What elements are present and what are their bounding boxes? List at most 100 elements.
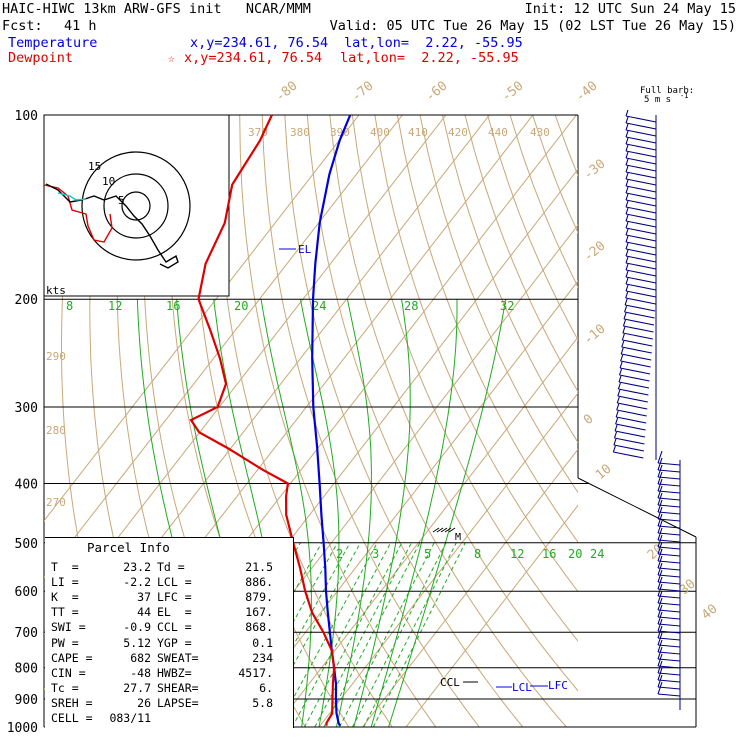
wind-key-line1: Full barb: [640, 86, 695, 96]
wind-barb-staff [619, 367, 651, 375]
wind-barb-flag [625, 235, 629, 243]
wind-barb-staff [625, 115, 657, 123]
parcel-cell: CIN = [51, 665, 86, 680]
wind-barb-staff [625, 276, 657, 284]
wind-barb-staff [613, 444, 645, 452]
wind-barb-flag [619, 361, 623, 369]
wind-barb-flag [657, 464, 663, 478]
wind-barb-staff [657, 588, 681, 592]
parcel-cell: 44 [137, 605, 151, 620]
wind-barb-staff [623, 325, 654, 333]
hodograph-box [43, 114, 230, 297]
parcel-cell: LAPSE= [157, 695, 199, 710]
wind-barb-flag [625, 123, 629, 131]
wind-barb-flag [657, 625, 663, 639]
wind-barb-flag [657, 506, 663, 520]
ccl-label: CCL [440, 676, 460, 689]
theta-e-label: 24 [312, 299, 326, 313]
theta-label: 430 [530, 126, 550, 139]
wind-barb-staff [625, 199, 657, 207]
wind-barb-staff [625, 164, 657, 172]
wind-barb-flag [613, 438, 617, 446]
mixing-ratio-label: 2 [336, 547, 343, 561]
wind-barb-flag [657, 674, 663, 688]
parcel-cell: Tc = [51, 680, 79, 695]
wind-barb-flag [657, 590, 663, 604]
moist-adiabat-line [388, 299, 507, 727]
wind-barb-staff [625, 129, 657, 137]
temperature-trace [311, 114, 352, 727]
hodograph: 5 10 15 kts [43, 114, 230, 297]
wind-barb-flag [615, 410, 619, 418]
parcel-cell: 886. [245, 575, 273, 590]
wind-barb-flag [621, 340, 625, 348]
mixing-ratio-label: 12 [510, 547, 524, 561]
wind-barb-flag [657, 632, 663, 646]
header-fcst-value: 41 h [64, 18, 97, 34]
wind-barb-staff [625, 192, 657, 200]
hodograph-mid-trace [57, 192, 87, 201]
dry-adiabat-line [464, 115, 578, 393]
wind-barb-staff [614, 437, 645, 445]
isotherm-label: 40 [699, 602, 721, 624]
isotherm-label: -50 [499, 78, 527, 105]
wind-barb-flag [657, 583, 663, 597]
wind-barb-staff [657, 546, 681, 550]
pressure-tick-label: 800 [15, 662, 38, 677]
parcel-info-box: Parcel Info T = 23.2 Td = 21.5 LI = -2.2 LCL =… [45, 537, 294, 728]
wind-barb-flag [657, 485, 663, 499]
parcel-cell: Td = [157, 560, 185, 574]
wind-barb-flag [625, 263, 629, 271]
wind-barb-staff [625, 283, 657, 291]
wind-barb-staff [625, 178, 657, 186]
dry-adiabat-line [284, 115, 524, 727]
parcel-cell: SWI = [51, 620, 86, 635]
wind-barb-staff [657, 469, 681, 473]
legend-temperature-latlon: lat,lon= 2.22, -55.95 [344, 35, 523, 51]
wind-barb-flag [625, 130, 629, 138]
isotherm-label: -70 [349, 78, 377, 105]
dry-adiabat-line [554, 115, 578, 177]
wind-barb-staff [657, 693, 681, 697]
theta-label: 440 [488, 126, 508, 139]
parcel-cell: 27.7 [123, 680, 151, 695]
parcel-cell: -0.9 [123, 620, 151, 635]
wind-barb-staff [623, 318, 655, 326]
hodograph-low-level-trace [43, 184, 113, 243]
wind-barb-staff [657, 525, 681, 529]
hodograph-ring-label-10: 10 [102, 175, 115, 188]
isotherm-line [362, 448, 578, 727]
wind-barb-flag [618, 368, 623, 376]
hodograph-ring-label-15: 15 [88, 160, 101, 173]
isotherm-label: -10 [581, 321, 609, 348]
theta-e-label: 8 [66, 299, 73, 313]
wind-barb-flag [625, 200, 629, 208]
wind-barb-staff [657, 490, 681, 494]
wind-barb-flag [625, 284, 629, 292]
wind-barb-staff [625, 290, 657, 298]
wind-barb-staff [657, 532, 681, 536]
dewpoint-trace [189, 114, 336, 726]
wind-barb-staff [657, 560, 681, 564]
legend-dewpoint-xy: x,y=234.61, 76.54 [184, 50, 323, 66]
dry-adiabat-line [239, 115, 437, 727]
parcel-cell: 5.12 [123, 635, 151, 650]
wind-barb-flag [617, 382, 621, 390]
theta-label: 410 [408, 126, 428, 139]
mixing-ratio-label: 8 [474, 547, 481, 561]
wind-barb-staff [616, 409, 647, 417]
wind-barb-staff [657, 658, 681, 662]
el-label: EL [298, 243, 312, 256]
wind-barb-flag [657, 660, 663, 674]
wind-barb-flag [625, 256, 629, 264]
wind-barb-staff [657, 476, 681, 480]
wind-barb-flag [625, 172, 629, 180]
melting-level-marker: M [455, 532, 461, 543]
wind-barb-staff [625, 213, 657, 221]
wind-barb-flag [625, 249, 629, 257]
pressure-tick-label: 500 [15, 537, 38, 552]
wind-barb-staff [657, 539, 681, 543]
theta-e-label: 12 [108, 299, 122, 313]
parcel-cell: SHEAR= [157, 680, 199, 695]
